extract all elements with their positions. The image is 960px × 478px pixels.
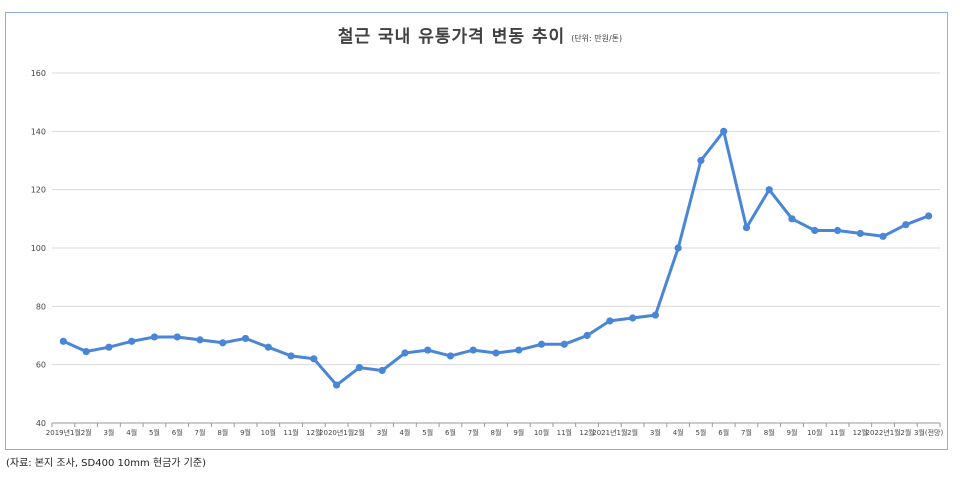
x-tick-label: 4월 [399, 428, 410, 437]
x-tick-label: 10월 [534, 428, 549, 437]
x-tick-label: 9월 [513, 428, 524, 437]
chart-unit-note: (단위: 만원/톤) [571, 34, 623, 43]
data-point [424, 346, 432, 354]
x-tick-label: 6월 [445, 428, 456, 437]
data-point [811, 226, 819, 235]
x-tick-label: 10월 [807, 428, 822, 437]
data-point [606, 317, 614, 325]
data-point [925, 212, 933, 220]
x-tick-label: 8월 [217, 428, 228, 437]
y-tick-label: 40 [36, 419, 46, 428]
y-tick-label: 100 [31, 244, 46, 253]
data-point [856, 229, 864, 238]
x-tick-label: 11월 [830, 428, 845, 437]
x-tick-label: 5월 [149, 428, 160, 437]
data-point [219, 339, 227, 347]
x-tick-label: 6월 [718, 428, 729, 437]
data-point [310, 355, 318, 363]
data-point [583, 331, 591, 340]
series-line [62, 129, 930, 387]
data-point [469, 346, 477, 354]
x-tick-label: 2월 [354, 428, 365, 437]
data-point [765, 186, 773, 194]
data-point [902, 221, 910, 229]
data-point [742, 223, 751, 232]
data-point [150, 333, 159, 341]
x-tick-label: 5월 [422, 428, 433, 437]
y-tick-label: 80 [36, 302, 46, 311]
chart-frame [5, 12, 948, 450]
y-tick-label: 60 [36, 361, 46, 370]
x-tick-label: 4월 [126, 428, 137, 437]
data-point [401, 349, 409, 357]
data-point [492, 349, 500, 357]
data-point [128, 337, 136, 345]
x-tick-label: 12월 [579, 428, 594, 437]
x-tick-label: 2020년1월 [319, 428, 354, 437]
data-point [697, 156, 705, 165]
data-point [560, 340, 568, 348]
chart-title: 철근 국내 유통가격 변동 추이 [337, 27, 566, 47]
y-tick-label: 160 [31, 69, 46, 78]
x-tick-label: 4월 [673, 428, 684, 437]
source-note: (자료: 본지 조사, SD400 10mm 현금가 기준) [6, 458, 206, 469]
data-point [674, 244, 682, 252]
data-point [105, 343, 113, 351]
x-tick-label: 11월 [283, 428, 298, 437]
y-tick-label: 120 [31, 186, 46, 195]
x-tick-label: 2022년1월 [865, 428, 900, 437]
data-point [879, 232, 887, 240]
x-tick-label: 12월 [306, 428, 321, 437]
data-point [833, 226, 842, 235]
data-point [788, 215, 796, 223]
data-point [241, 334, 250, 343]
data-point [173, 333, 181, 341]
data-point [378, 366, 386, 375]
x-tick-label: 2월 [81, 428, 92, 437]
data-point [515, 346, 523, 354]
data-point [287, 352, 295, 360]
x-tick-label: 10월 [261, 428, 276, 437]
x-tick-label: 9월 [240, 428, 251, 437]
x-tick-label: 5월 [695, 428, 706, 437]
chart-header: 철근 국내 유통가격 변동 추이 (단위: 만원/톤) [0, 22, 960, 47]
x-tick-label: 2021년1월 [592, 428, 627, 437]
x-tick-label: 2019년1월 [46, 428, 81, 437]
x-tick-label: 7월 [195, 428, 206, 437]
data-point [355, 363, 363, 372]
data-point [629, 314, 637, 322]
data-point [446, 352, 455, 360]
x-tick-label: 6월 [172, 428, 183, 437]
y-tick-label: 140 [31, 127, 46, 136]
data-point [537, 340, 546, 348]
x-tick-label: 2월 [627, 428, 638, 437]
data-point [59, 337, 67, 345]
x-tick-label: 12월 [853, 428, 868, 437]
x-tick-label: 9월 [787, 428, 798, 437]
x-tick-label: 7월 [468, 428, 479, 437]
x-tick-label: 11월 [557, 428, 572, 437]
data-point [264, 343, 272, 351]
x-tick-label: 3월 [377, 428, 388, 437]
data-point [720, 127, 728, 135]
x-tick-label: 7월 [741, 428, 752, 437]
x-tick-label: 8월 [491, 428, 502, 437]
x-tick-label: 3월 [103, 428, 114, 437]
x-tick-label: 2월 [900, 428, 911, 437]
data-point [82, 347, 90, 356]
data-point [651, 311, 659, 319]
x-tick-label: 3월(전망) [914, 428, 944, 437]
data-point [196, 336, 204, 344]
x-tick-label: 8월 [764, 428, 775, 437]
x-tick-label: 3월 [650, 428, 661, 437]
data-point [333, 381, 341, 389]
